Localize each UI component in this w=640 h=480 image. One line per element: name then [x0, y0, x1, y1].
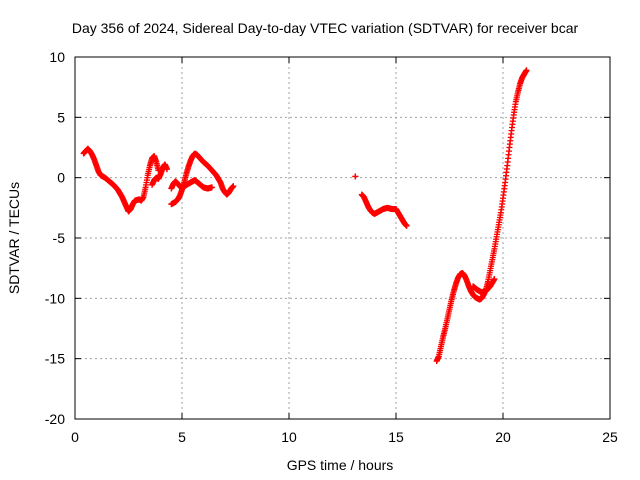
- data-point: [523, 67, 530, 74]
- chart-title: Day 356 of 2024, Sidereal Day-to-day VTE…: [72, 20, 579, 36]
- y-tick-label: -20: [45, 411, 65, 427]
- data-point: [403, 222, 410, 229]
- data-points: [80, 67, 530, 365]
- x-tick-label: 20: [495, 429, 511, 445]
- y-tick-label: 10: [49, 49, 65, 65]
- data-point: [164, 166, 171, 173]
- y-tick-label: 5: [57, 109, 65, 125]
- data-point: [208, 184, 215, 191]
- y-tick-label: -5: [53, 230, 66, 246]
- data-point: [491, 276, 498, 283]
- y-tick-label: 0: [57, 170, 65, 186]
- data-point: [230, 183, 237, 190]
- x-tick-label: 10: [281, 429, 297, 445]
- y-tick-label: -10: [45, 290, 65, 306]
- x-tick-label: 0: [71, 429, 79, 445]
- data-point: [352, 173, 359, 180]
- x-tick-label: 5: [178, 429, 186, 445]
- grid-lines: [75, 57, 610, 419]
- x-axis-label: GPS time / hours: [287, 457, 394, 473]
- y-axis-label: SDTVAR / TECUs: [6, 182, 22, 294]
- x-tick-label: 25: [602, 429, 618, 445]
- x-tick-label: 15: [388, 429, 404, 445]
- axis-ticks: 0 5 10 15 20 25 -20 -15 -10 -5 0 5 10: [45, 49, 618, 445]
- y-tick-label: -15: [45, 351, 65, 367]
